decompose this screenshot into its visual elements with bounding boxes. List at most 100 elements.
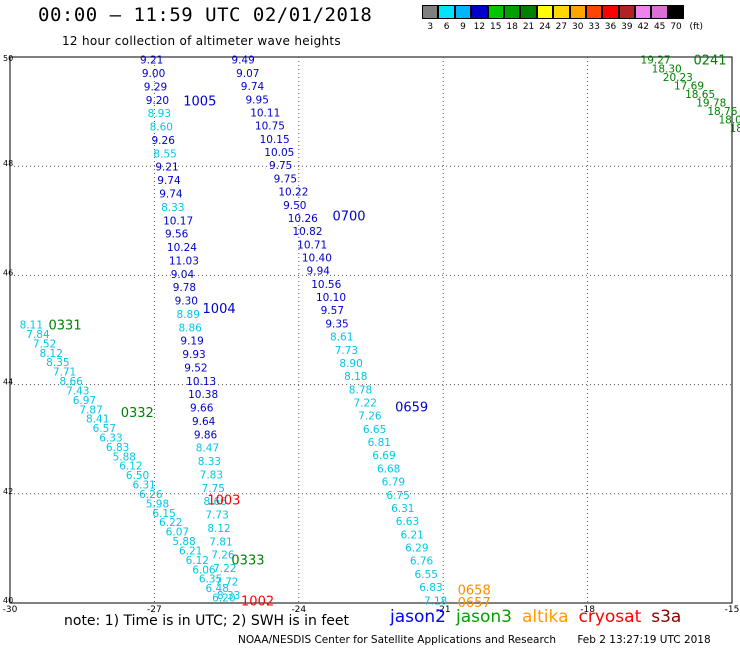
- scale-label: 15: [490, 22, 502, 32]
- wave-height-label: 8.55: [153, 148, 176, 160]
- wave-height-label: 18.0: [718, 114, 740, 126]
- wave-height-label: 10.38: [188, 389, 218, 401]
- page-subtitle: 12 hour collection of altimeter wave hei…: [62, 34, 341, 48]
- wave-height-label: 7.22: [213, 563, 236, 575]
- wave-height-label: 8.90: [339, 358, 362, 370]
- y-tick-label: 40: [3, 596, 13, 605]
- wave-height-label: 8.35: [46, 357, 69, 369]
- scale-label: 36: [604, 22, 617, 32]
- wave-height-label: 9.00: [142, 68, 165, 80]
- scale-label: 21: [522, 22, 535, 32]
- wave-height-label: 8.33: [198, 456, 221, 468]
- wave-height-label: 10.82: [292, 226, 322, 238]
- wave-height-label: 9.04: [171, 269, 195, 281]
- wave-height-label: 9.50: [283, 200, 306, 212]
- wave-height-label: 9.74: [157, 175, 181, 187]
- x-tick-label: -27: [147, 605, 162, 615]
- wave-height-label: 9.94: [307, 266, 331, 278]
- wave-height-label: 8.86: [178, 322, 202, 334]
- wave-height-label: 6.06: [192, 564, 216, 576]
- time-label: 0331: [49, 319, 82, 334]
- wave-height-label: 9.49: [231, 55, 254, 67]
- wave-height-label: 10.71: [297, 239, 327, 251]
- wave-height-label: 5.88: [113, 451, 136, 463]
- y-tick-label: 48: [3, 159, 13, 168]
- scale-label: 27: [555, 22, 568, 32]
- wave-height-label: 9.78: [173, 282, 196, 294]
- wave-height-label: 10.75: [255, 121, 285, 133]
- wave-height-label: 19.78: [696, 97, 726, 109]
- time-label: 0241: [693, 54, 726, 69]
- note-text: note: 1) Time is in UTC; 2) SWH is in fe…: [64, 613, 350, 629]
- wave-height-label: 6.97: [73, 395, 96, 407]
- legend-cryosat: cryosat: [578, 607, 642, 627]
- wave-height-label: 19.27: [641, 55, 671, 67]
- wave-height-label: 8.66: [203, 496, 227, 508]
- wave-height-label: 6.35: [199, 574, 222, 586]
- wave-height-label: 6.76: [410, 556, 434, 568]
- x-tick-label: -30: [3, 605, 18, 615]
- wave-height-label: 8.33: [217, 590, 240, 602]
- wave-height-label: 6.75: [386, 490, 409, 502]
- wave-height-label: 7.71: [53, 367, 76, 379]
- wave-height-label: 7.87: [79, 404, 102, 416]
- footer: NOAA/NESDIS Center for Satellite Applica…: [238, 634, 711, 646]
- wave-height-label: 9.64: [192, 416, 216, 428]
- wave-height-label: 8.33: [161, 202, 184, 214]
- wave-height-label: 7.81: [209, 536, 232, 548]
- scale-label: 12: [473, 22, 486, 32]
- wave-height-label: 6.31: [391, 503, 414, 515]
- wave-height-label: 9.86: [194, 429, 218, 441]
- wave-height-label: 10.56: [311, 279, 341, 291]
- scale-swatch: [503, 5, 521, 19]
- scale-label: 45: [653, 22, 666, 32]
- wave-height-label: 7.72: [215, 576, 238, 588]
- wave-height-label: 9.07: [236, 68, 259, 80]
- wave-height-label: 6.79: [382, 477, 405, 489]
- wave-height-label: 9.52: [184, 362, 207, 374]
- y-tick-label: 42: [3, 487, 13, 496]
- wave-height-label: 20.23: [663, 72, 693, 84]
- time-label: 0700: [332, 209, 365, 224]
- time-label: 0333: [231, 553, 264, 568]
- wave-height-label: 9.74: [159, 189, 183, 201]
- wave-height-label: 6.48: [206, 583, 229, 595]
- wave-height-label: 9.66: [190, 403, 214, 415]
- wave-height-label: 8.18: [344, 371, 367, 383]
- x-tick-label: -18: [580, 605, 595, 615]
- wave-height-label: 7.75: [202, 483, 225, 495]
- wave-height-label: 9.95: [246, 94, 269, 106]
- wave-height-label: 10.15: [260, 134, 290, 146]
- wave-height-label: 7.43: [66, 385, 89, 397]
- scale-swatch: [520, 5, 537, 19]
- scale-swatch: [667, 5, 685, 19]
- time-label: 0332: [121, 406, 154, 421]
- scale-label: 18: [506, 22, 518, 32]
- scale-swatch: [635, 5, 652, 19]
- wave-height-label: 6.83: [106, 442, 129, 454]
- wave-height-label: 6.63: [396, 516, 419, 528]
- wave-height-label: 8.41: [86, 414, 109, 426]
- wave-height-label: 10.22: [278, 187, 308, 199]
- scale-label: 3: [427, 22, 434, 32]
- wave-height-label: 8.11: [20, 320, 43, 332]
- wave-height-label: 8.61: [330, 332, 353, 344]
- wave-height-label: 9.21: [140, 55, 163, 67]
- wave-height-label: 10.40: [302, 252, 332, 264]
- wave-height-label: 9.26: [152, 135, 176, 147]
- satellite-legend: jason2 jason3 altika cryosat s3a: [390, 607, 691, 627]
- legend-altika: altika: [522, 607, 569, 627]
- wave-height-label: 6.50: [126, 470, 149, 482]
- wave-height-label: 8.12: [40, 348, 63, 360]
- x-tick-label: -15: [725, 605, 740, 615]
- wave-height-label: 9.21: [155, 162, 178, 174]
- scale-swatch: [618, 5, 636, 19]
- wave-height-label: 17.69: [674, 80, 704, 92]
- wave-height-label: 10.05: [264, 147, 294, 159]
- wave-height-label: 7.73: [205, 510, 228, 522]
- wave-height-label: 8.47: [196, 443, 219, 455]
- wave-height-label: 7.22: [354, 398, 377, 410]
- wave-height-label: 6.29: [405, 543, 428, 555]
- wave-height-label: 9.57: [321, 305, 344, 317]
